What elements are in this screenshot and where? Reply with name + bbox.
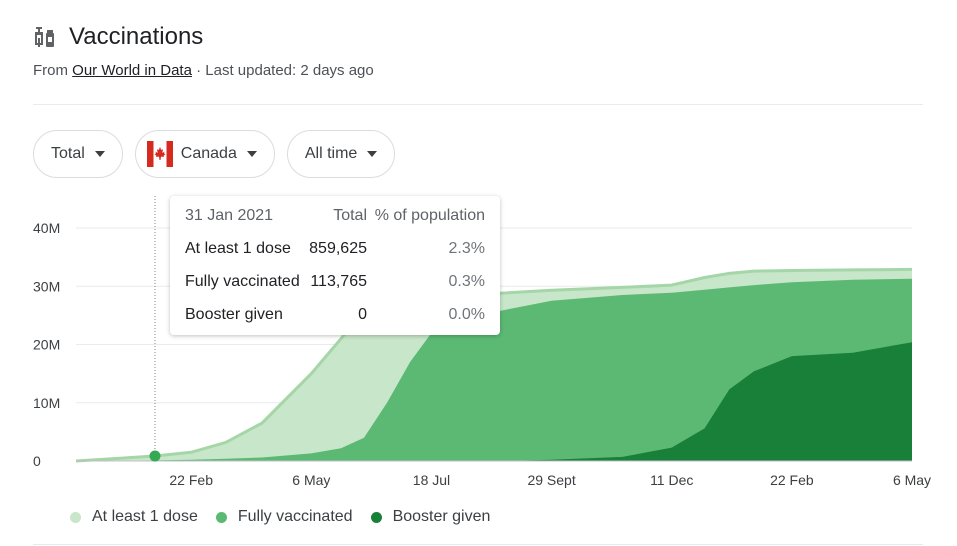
x-tick-label: 6 May [292, 472, 330, 488]
y-tick-label: 10M [33, 395, 60, 411]
x-tick-label: 29 Sept [527, 472, 575, 488]
card-title: Vaccinations [69, 23, 204, 50]
canada-flag-icon [146, 141, 173, 167]
hover-point [149, 450, 161, 462]
source-link[interactable]: Our World in Data [72, 62, 192, 79]
tooltip-header: 31 Jan 2021 Total % of population [170, 207, 500, 231]
x-tick-label: 6 May [893, 472, 931, 488]
tooltip-col-total: Total [333, 207, 367, 224]
legend-label: Booster given [392, 508, 491, 525]
legend-label: Fully vaccinated [237, 508, 353, 525]
legend-label: At least 1 dose [92, 508, 198, 525]
y-tick-label: 0 [33, 453, 41, 469]
metric-dropdown[interactable]: Total [33, 130, 123, 178]
tooltip-row-pct: 0.0% [448, 306, 485, 323]
tooltip-row-total: 859,625 [309, 240, 367, 257]
country-label: Canada [180, 145, 237, 162]
tooltip-row-label: At least 1 dose [185, 240, 291, 257]
vaccination-area-chart[interactable]: 0 10M 20M 30M 40M 22 Feb 6 May 18 Jul 29 Sept 11 … [0, 0, 957, 500]
legend-item-at-least-one-dose[interactable]: At least 1 dose [70, 508, 198, 526]
syringe-vaccine-icon [33, 25, 57, 49]
tooltip-row-label: Fully vaccinated [185, 273, 300, 290]
time-range-dropdown[interactable]: All time [286, 130, 396, 178]
tooltip-row: Booster given 0 0.0% [170, 306, 500, 330]
tooltip-row-total: 113,765 [310, 273, 367, 290]
chevron-down-icon [94, 151, 105, 157]
area-booster-given [76, 342, 912, 461]
metric-label: Total [51, 145, 85, 162]
tooltip-row-label: Booster given [185, 306, 283, 323]
country-dropdown[interactable]: Canada [134, 130, 275, 178]
x-tick-label: 11 Dec [650, 472, 693, 488]
chevron-down-icon [367, 151, 378, 157]
chevron-down-icon [246, 151, 257, 157]
tooltip-row-total: 0 [358, 306, 367, 323]
tooltip-row-pct: 0.3% [448, 273, 485, 290]
legend-swatch [215, 511, 227, 523]
y-tick-label: 20M [33, 337, 60, 353]
legend-item-fully-vaccinated[interactable]: Fully vaccinated [215, 508, 353, 526]
chart-legend: At least 1 dose Fully vaccinated Booster… [70, 508, 490, 526]
area-fully-vaccinated [76, 278, 912, 461]
tooltip-row: Fully vaccinated 113,765 0.3% [170, 273, 500, 297]
source-prefix: From [33, 62, 68, 79]
x-tick-label: 18 Jul [413, 472, 450, 488]
y-tick-label: 40M [33, 220, 60, 236]
source-line: From Our World in Data · Last updated: 2… [33, 62, 923, 79]
chart-tooltip: 31 Jan 2021 Total % of population At lea… [170, 196, 500, 335]
last-updated: · Last updated: 2 days ago [196, 62, 374, 79]
time-range-label: All time [304, 145, 358, 162]
legend-item-booster-given[interactable]: Booster given [370, 508, 491, 526]
legend-swatch [370, 511, 382, 523]
card-header: Vaccinations From Our World in Data · La… [33, 18, 923, 79]
header-divider [33, 104, 923, 105]
x-tick-label: 22 Feb [169, 472, 213, 488]
x-tick-label: 22 Feb [770, 472, 814, 488]
y-tick-label: 30M [33, 278, 60, 294]
tooltip-row: At least 1 dose 859,625 2.3% [170, 240, 500, 264]
tooltip-row-pct: 2.3% [448, 240, 485, 257]
title-row: Vaccinations [33, 18, 923, 56]
tooltip-date: 31 Jan 2021 [185, 207, 274, 224]
filter-chips: Total Canada All time [33, 130, 396, 178]
footer-divider [33, 544, 923, 545]
legend-swatch [70, 511, 81, 523]
tooltip-col-pct: % of population [374, 207, 485, 224]
